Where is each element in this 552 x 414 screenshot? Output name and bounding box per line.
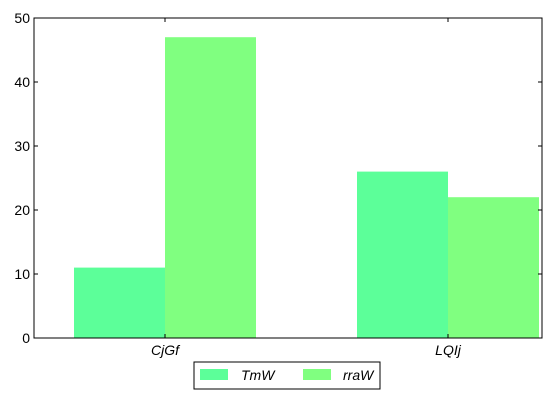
- x-axis: CjGf LQIj: [151, 18, 462, 358]
- y-tick-label: 40: [14, 74, 30, 90]
- legend-label-rraw: rraW: [343, 367, 375, 383]
- legend-label-tmw: TmW: [241, 367, 276, 383]
- plot-frame: [33, 17, 543, 339]
- bar-tmw-cjgf: [74, 267, 165, 338]
- bar-rraw-lqij: [448, 197, 539, 338]
- bars-group: [74, 37, 539, 338]
- y-tick-label: 0: [22, 330, 30, 346]
- legend-swatch-tmw: [200, 369, 228, 380]
- y-axis: 0 10 20 30 40 50: [14, 10, 542, 346]
- y-tick-label: 20: [14, 202, 30, 218]
- bar-rraw-cjgf: [165, 37, 256, 338]
- legend: TmW rraW: [193, 361, 381, 390]
- y-tick-label: 10: [14, 266, 30, 282]
- x-tick-label-lqij: LQIj: [435, 342, 462, 358]
- bar-tmw-lqij: [357, 171, 448, 338]
- y-tick-label: 30: [14, 138, 30, 154]
- y-tick-label: 50: [14, 10, 30, 26]
- x-tick-label-cjgf: CjGf: [151, 342, 181, 358]
- legend-swatch-rraw: [303, 369, 331, 380]
